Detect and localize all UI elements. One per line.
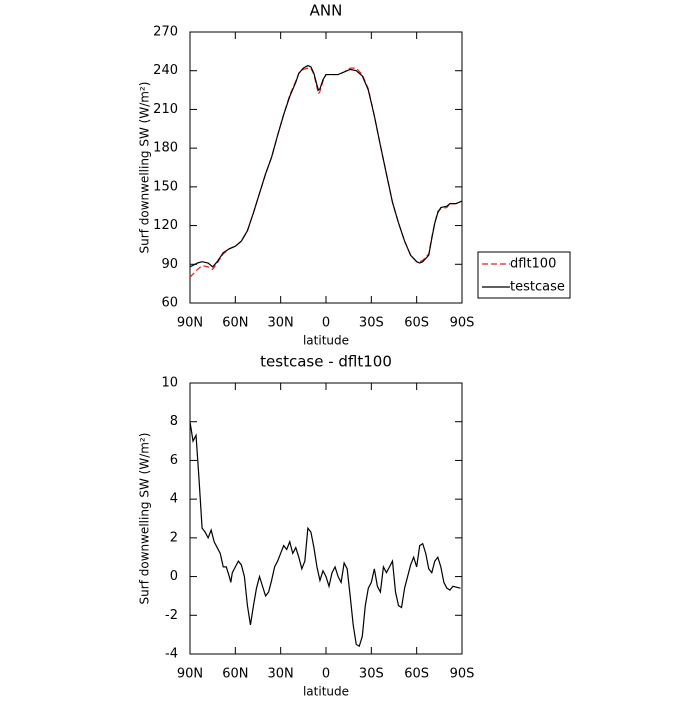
y-tick-label: 0 (170, 569, 178, 584)
y-tick-label: 2 (170, 530, 178, 545)
x-tick-label: 0 (322, 316, 330, 331)
x-tick-label: 90N (177, 316, 203, 331)
legend-box (477, 251, 571, 299)
x-tick-label: 60S (404, 667, 429, 682)
y-tick-label: -2 (165, 608, 178, 623)
y-tick-label: 120 (153, 218, 178, 233)
y-tick-label: 90 (161, 257, 178, 272)
y-axis-label: Surf downwelling SW (W/m²) (138, 433, 152, 605)
x-axis-label: latitude (303, 685, 349, 699)
x-tick-label: 0 (322, 667, 330, 682)
y-tick-label: 6 (170, 453, 178, 468)
chart-title: ANN (310, 2, 343, 20)
y-tick-label: -4 (165, 647, 178, 662)
data-line (189, 421, 461, 648)
y-tick-label: 180 (153, 141, 178, 156)
y-tick-label: 270 (153, 25, 178, 40)
x-tick-label: 30N (268, 667, 294, 682)
data-line (189, 64, 463, 268)
x-tick-label: 30S (359, 316, 384, 331)
y-tick-label: 10 (161, 376, 178, 391)
x-tick-label: 30S (359, 667, 384, 682)
plot-frame (189, 31, 463, 304)
y-tick-label: 60 (161, 296, 178, 311)
plot-frame (189, 382, 463, 655)
x-tick-label: 90N (177, 667, 203, 682)
legend-label: testcase (510, 280, 565, 295)
x-tick-label: 60N (222, 316, 248, 331)
x-tick-label: 60S (404, 316, 429, 331)
y-tick-label: 240 (153, 63, 178, 78)
x-tick-label: 90S (450, 667, 475, 682)
legend-label: dflt100 (510, 257, 556, 272)
y-axis-label: Surf downwelling SW (W/m²) (138, 82, 152, 254)
y-tick-label: 8 (170, 414, 178, 429)
y-tick-label: 150 (153, 179, 178, 194)
y-tick-label: 210 (153, 102, 178, 117)
chart-title: testcase - dflt100 (260, 353, 392, 371)
y-tick-label: 4 (170, 492, 178, 507)
data-line (189, 67, 463, 278)
x-tick-label: 60N (222, 667, 248, 682)
x-tick-label: 90S (450, 316, 475, 331)
x-tick-label: 30N (268, 316, 294, 331)
x-axis-label: latitude (303, 334, 349, 348)
